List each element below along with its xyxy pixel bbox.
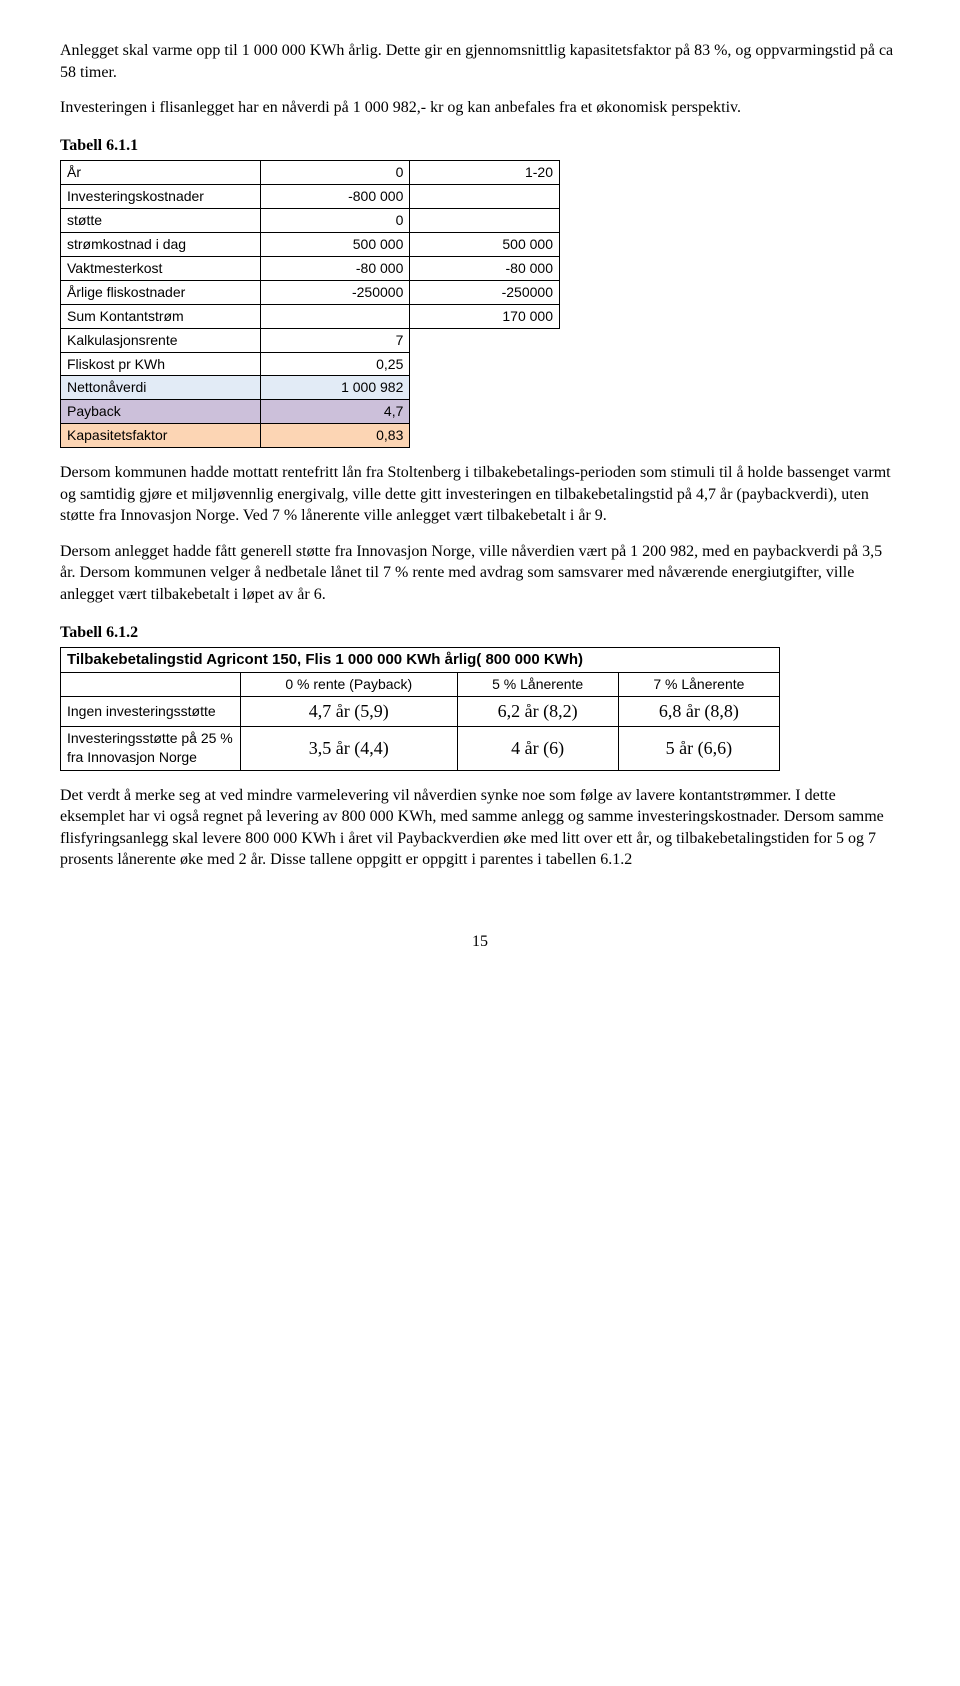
t1-row-label: Vaktmesterkost bbox=[61, 256, 261, 280]
t1-row-c1: -250000 bbox=[260, 280, 410, 304]
t1-row-label: Kapasitetsfaktor bbox=[61, 424, 261, 448]
t2-title: Tilbakebetalingstid Agricont 150, Flis 1… bbox=[61, 648, 780, 673]
t1-row-c1: 0,25 bbox=[260, 352, 410, 376]
t1-row-c1: -80 000 bbox=[260, 256, 410, 280]
t1-row-c2 bbox=[410, 185, 560, 209]
t1-row-c1: 500 000 bbox=[260, 233, 410, 257]
table-6-1-1: År 0 1-20 Investeringskostnader -800 000… bbox=[60, 160, 560, 448]
t2-row-v1: 4,7 år (5,9) bbox=[241, 697, 458, 726]
t1-row-label: Fliskost pr KWh bbox=[61, 352, 261, 376]
t1-row-c1: 0,83 bbox=[260, 424, 410, 448]
t1-empty bbox=[410, 328, 560, 352]
t1-sum-c1 bbox=[260, 304, 410, 328]
t2-head-0 bbox=[61, 673, 241, 697]
t1-row-label: Kalkulasjonsrente bbox=[61, 328, 261, 352]
t2-head-3: 7 % Lånerente bbox=[618, 673, 779, 697]
t1-row-label: Payback bbox=[61, 400, 261, 424]
t2-row-v2: 6,2 år (8,2) bbox=[457, 697, 618, 726]
table1-caption: Tabell 6.1.1 bbox=[60, 135, 900, 157]
t1-row-c2: -80 000 bbox=[410, 256, 560, 280]
t1-row-label: Investeringskostnader bbox=[61, 185, 261, 209]
t1-row-c2: 500 000 bbox=[410, 233, 560, 257]
t1-row-c1: -800 000 bbox=[260, 185, 410, 209]
paragraph-4: Dersom anlegget hadde fått generell støt… bbox=[60, 541, 900, 606]
t1-row-label: støtte bbox=[61, 209, 261, 233]
t1-empty bbox=[410, 424, 560, 448]
paragraph-2: Investeringen i flisanlegget har en nåve… bbox=[60, 97, 900, 119]
t2-head-1: 0 % rente (Payback) bbox=[241, 673, 458, 697]
t1-sum-label: Sum Kontantstrøm bbox=[61, 304, 261, 328]
t1-head-c2: 1-20 bbox=[410, 161, 560, 185]
t1-head-label: År bbox=[61, 161, 261, 185]
t1-head-c1: 0 bbox=[260, 161, 410, 185]
t1-row-c2: -250000 bbox=[410, 280, 560, 304]
t1-row-c1: 7 bbox=[260, 328, 410, 352]
t2-row-v1: 3,5 år (4,4) bbox=[241, 726, 458, 770]
t2-row-v3: 6,8 år (8,8) bbox=[618, 697, 779, 726]
t1-empty bbox=[410, 352, 560, 376]
t1-row-label: strømkostnad i dag bbox=[61, 233, 261, 257]
t1-empty bbox=[410, 400, 560, 424]
table-6-1-2: Tilbakebetalingstid Agricont 150, Flis 1… bbox=[60, 647, 780, 770]
t1-row-c2 bbox=[410, 209, 560, 233]
t1-row-c1: 1 000 982 bbox=[260, 376, 410, 400]
t2-row-label: Ingen investeringsstøtte bbox=[61, 697, 241, 726]
t1-empty bbox=[410, 376, 560, 400]
table2-caption: Tabell 6.1.2 bbox=[60, 622, 900, 644]
t1-row-label: Nettonåverdi bbox=[61, 376, 261, 400]
t1-row-c1: 0 bbox=[260, 209, 410, 233]
paragraph-1: Anlegget skal varme opp til 1 000 000 KW… bbox=[60, 40, 900, 83]
t1-row-label: Årlige fliskostnader bbox=[61, 280, 261, 304]
page-number: 15 bbox=[60, 931, 900, 953]
t2-row-v2: 4 år (6) bbox=[457, 726, 618, 770]
paragraph-3: Dersom kommunen hadde mottatt rentefritt… bbox=[60, 462, 900, 527]
paragraph-5: Det verdt å merke seg at ved mindre varm… bbox=[60, 785, 900, 871]
t1-sum-c2: 170 000 bbox=[410, 304, 560, 328]
t1-row-c1: 4,7 bbox=[260, 400, 410, 424]
t2-row-label: Investeringsstøtte på 25 % fra Innovasjo… bbox=[61, 726, 241, 770]
t2-head-2: 5 % Lånerente bbox=[457, 673, 618, 697]
t2-row-v3: 5 år (6,6) bbox=[618, 726, 779, 770]
